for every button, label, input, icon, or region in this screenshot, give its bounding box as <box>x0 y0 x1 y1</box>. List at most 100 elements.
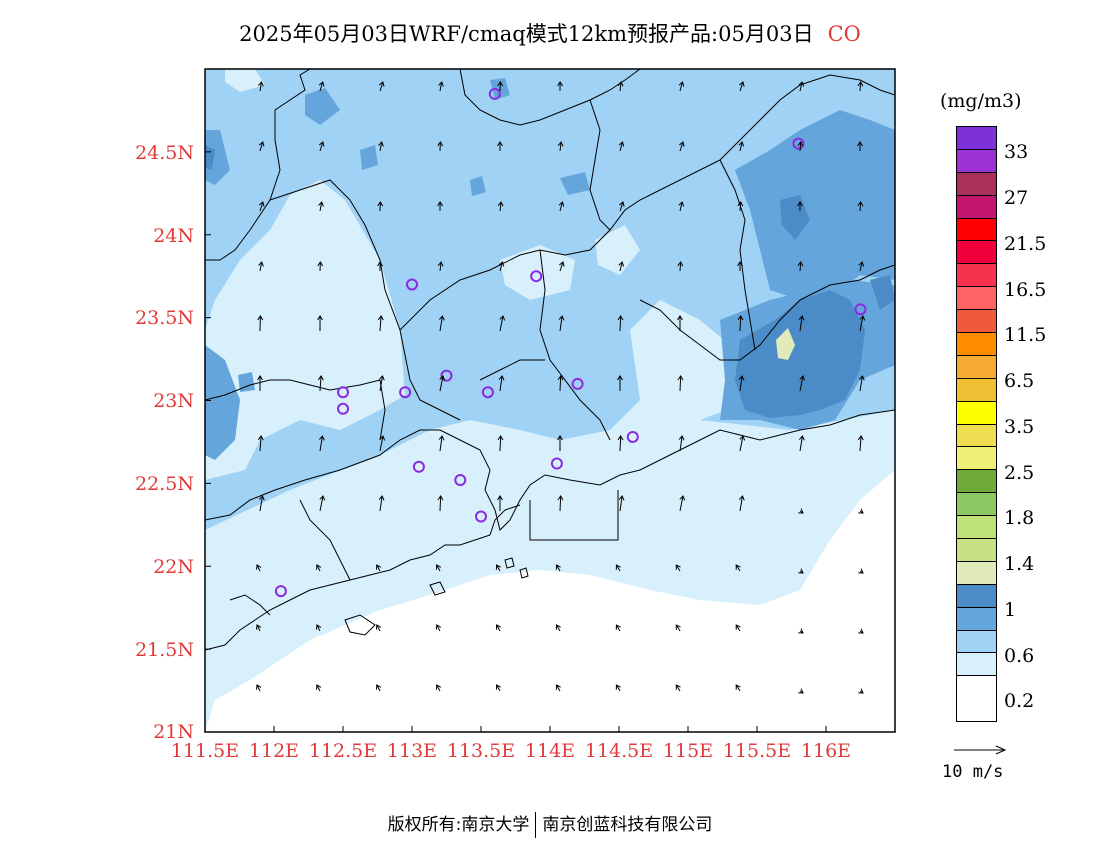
wind-arrow <box>559 375 562 392</box>
lon-label: 114E <box>524 740 576 762</box>
wind-arrow-head <box>495 564 501 570</box>
page-title: 2025年05月03日WRF/cmaq模式12km预报产品:05月03日 CO <box>0 18 1100 48</box>
legend-label: 1 <box>1004 599 1017 621</box>
wind-arrow <box>739 435 744 452</box>
wind-arrow <box>436 624 441 632</box>
wind-arrow <box>499 435 502 452</box>
station-marker <box>488 87 501 100</box>
station-marker <box>530 270 543 283</box>
wind-arrow-head <box>555 624 561 630</box>
wind-arrow <box>379 81 384 92</box>
wind-arrow <box>499 261 503 272</box>
legend-label: 11.5 <box>1004 324 1047 346</box>
wind-arrow-head <box>318 81 325 87</box>
lon-label: 114.5E <box>584 740 654 762</box>
legend-label: 21.5 <box>1004 233 1047 255</box>
wind-arrow <box>259 495 263 512</box>
wind-arrow <box>739 315 742 332</box>
station-marker <box>337 402 349 415</box>
wind-arrow-head <box>735 564 741 570</box>
wind-arrow-head <box>857 81 864 87</box>
legend-label: 6.5 <box>1004 370 1035 392</box>
wind-arrow <box>799 375 804 392</box>
wind-arrow-head <box>797 201 803 207</box>
station-marker <box>399 386 412 399</box>
wind-arrow-head <box>858 568 864 574</box>
lon-label: 112.5E <box>308 740 378 762</box>
copyright-right: 南京创蓝科技有限公司 <box>542 815 713 835</box>
wind-arrow <box>859 201 862 212</box>
wind-arrow-head <box>675 564 681 570</box>
legend-swatch <box>957 264 996 288</box>
wind-arrow-head <box>318 435 325 441</box>
wind-arrow-head <box>317 261 324 267</box>
pollutant-label: CO <box>827 22 861 46</box>
wind-arrow <box>675 624 681 632</box>
wind-arrow <box>439 435 443 452</box>
wind-arrow-head <box>799 375 806 381</box>
wind-arrow-head <box>738 141 745 147</box>
legend-swatch <box>957 516 996 540</box>
station-marker <box>571 377 584 390</box>
station-marker <box>475 510 487 523</box>
wind-arrow <box>615 624 621 632</box>
wind-arrow-head <box>495 624 501 630</box>
lon-label: 115E <box>662 740 714 762</box>
wind-arrow <box>436 564 441 572</box>
legend-swatch <box>957 447 996 471</box>
lon-label: 112E <box>248 740 300 762</box>
wind-arrow-head <box>258 81 264 87</box>
wind-arrow <box>259 201 264 212</box>
wind-arrow-head <box>498 375 505 381</box>
wind-arrow <box>859 435 862 452</box>
wind-arrow-head <box>256 564 262 570</box>
wind-arrow-head <box>497 141 503 147</box>
legend-label: 16.5 <box>1004 279 1047 301</box>
wind-arrow <box>316 624 321 632</box>
legend-swatch <box>957 333 996 356</box>
wind-arrow-head <box>857 201 864 207</box>
wind-arrow-head <box>798 688 804 694</box>
wind-arrow <box>439 315 443 332</box>
wind-arrow <box>735 564 741 572</box>
legend-swatch <box>957 401 996 425</box>
wind-arrow-head <box>858 261 865 267</box>
wind-arrow <box>379 315 382 332</box>
wind-arrow-head <box>317 315 323 321</box>
wind-arrow <box>559 315 563 332</box>
wind-arrow <box>259 81 262 92</box>
wind-arrow <box>319 375 322 392</box>
legend-swatch <box>957 493 996 517</box>
wind-arrow-head <box>679 495 686 501</box>
wind-arrow-head <box>438 81 444 87</box>
wind-arrow-head <box>375 564 382 570</box>
station-marker <box>337 386 349 399</box>
wind-arrow-head <box>798 568 804 574</box>
lon-label: 111.5E <box>170 740 240 762</box>
wind-arrow-head <box>617 435 624 441</box>
wind-arrow-head <box>438 435 445 441</box>
lon-label: 115.5E <box>722 740 792 762</box>
wind-arrow <box>859 261 863 272</box>
wind-arrow <box>799 261 802 272</box>
wind-arrow <box>679 201 683 212</box>
legend-label: 27 <box>1004 187 1029 209</box>
wind-arrow-head <box>557 375 564 381</box>
wind-arrow <box>859 375 863 392</box>
wind-arrow <box>499 201 502 212</box>
wind-arrow-head <box>378 375 385 381</box>
lat-label: 21N <box>153 721 194 743</box>
wind-arrow-head <box>735 684 741 690</box>
wind-arrow-head <box>375 624 382 630</box>
wind-arrow <box>859 81 862 92</box>
wind-arrow <box>739 495 743 512</box>
wind-arrow <box>619 435 622 452</box>
wind-arrow <box>739 81 744 92</box>
wind-arrow <box>439 261 442 272</box>
station-marker <box>481 386 494 399</box>
wind-arrow <box>739 375 743 392</box>
wind-arrow-head <box>497 435 504 441</box>
wind-arrow-head <box>558 201 565 207</box>
wind-arrow-head <box>618 261 625 267</box>
legend-label: 1.8 <box>1004 507 1035 529</box>
